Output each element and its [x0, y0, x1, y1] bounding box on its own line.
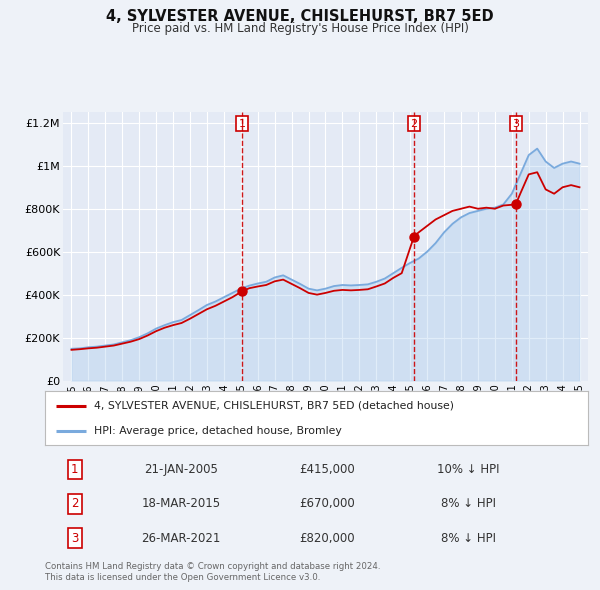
Text: 1: 1	[71, 463, 79, 476]
Text: 1: 1	[238, 119, 245, 129]
Text: Contains HM Land Registry data © Crown copyright and database right 2024.
This d: Contains HM Land Registry data © Crown c…	[45, 562, 380, 582]
Text: 18-MAR-2015: 18-MAR-2015	[141, 497, 220, 510]
Text: 26-MAR-2021: 26-MAR-2021	[141, 532, 220, 545]
Text: 8% ↓ HPI: 8% ↓ HPI	[441, 532, 496, 545]
Text: Price paid vs. HM Land Registry's House Price Index (HPI): Price paid vs. HM Land Registry's House …	[131, 22, 469, 35]
Text: HPI: Average price, detached house, Bromley: HPI: Average price, detached house, Brom…	[94, 426, 341, 436]
Text: £670,000: £670,000	[299, 497, 355, 510]
Text: £415,000: £415,000	[299, 463, 355, 476]
Text: 3: 3	[512, 119, 519, 129]
Text: £820,000: £820,000	[299, 532, 355, 545]
Text: 2: 2	[71, 497, 79, 510]
Text: 10% ↓ HPI: 10% ↓ HPI	[437, 463, 500, 476]
Text: 4, SYLVESTER AVENUE, CHISLEHURST, BR7 5ED (detached house): 4, SYLVESTER AVENUE, CHISLEHURST, BR7 5E…	[94, 401, 454, 411]
Text: 8% ↓ HPI: 8% ↓ HPI	[441, 497, 496, 510]
Text: 4, SYLVESTER AVENUE, CHISLEHURST, BR7 5ED: 4, SYLVESTER AVENUE, CHISLEHURST, BR7 5E…	[106, 9, 494, 24]
Text: 2: 2	[410, 119, 418, 129]
Text: 21-JAN-2005: 21-JAN-2005	[144, 463, 218, 476]
Text: 3: 3	[71, 532, 79, 545]
